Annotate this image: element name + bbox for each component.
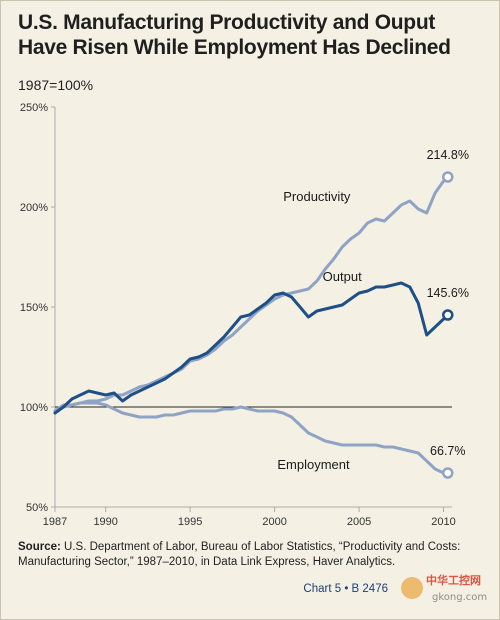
- x-tick-label: 2005: [347, 516, 371, 528]
- end-value-output: 145.6%: [427, 286, 469, 300]
- y-tick-label: 200%: [20, 202, 48, 214]
- series-group: [53, 171, 454, 479]
- line-chart: 50% 100% 150% 200% 250% 1987 1990 1995 2000 2005 2…: [20, 102, 469, 528]
- x-tick-label: 1995: [178, 516, 202, 528]
- series-label-output: Output: [323, 269, 362, 284]
- end-marker-output: [442, 309, 454, 321]
- x-tick-label: 1987: [43, 516, 67, 528]
- watermark-logo: 中华工控网 gkong.com: [401, 573, 487, 603]
- x-tick-label: 2010: [431, 516, 455, 528]
- source-label: Source:: [18, 541, 61, 553]
- series-line-employment: [53, 401, 450, 475]
- series-label-productivity: Productivity: [283, 189, 351, 204]
- svg-text:中华工控网: 中华工控网: [426, 573, 481, 587]
- y-tick-label: 100%: [20, 402, 48, 414]
- series-label-employment: Employment: [277, 457, 350, 472]
- chart-title: U.S. Manufacturing Productivity and Oupu…: [18, 11, 451, 59]
- source-note: Source: U.S. Department of Labor, Bureau…: [18, 540, 483, 570]
- y-tick-label: 250%: [20, 102, 48, 114]
- labels-group: Productivity Output Employment 214.8% 145.6%…: [277, 148, 469, 472]
- chart-footer: Chart 5 • B 2476: [303, 583, 388, 595]
- end-marker-productivity: [442, 171, 454, 183]
- x-tick-label: 1990: [93, 516, 117, 528]
- end-value-productivity: 214.8%: [427, 148, 469, 162]
- x-tick-label: 2000: [262, 516, 286, 528]
- svg-text:gkong.com: gkong.com: [432, 592, 487, 603]
- series-line-productivity: [53, 175, 450, 415]
- source-text: U.S. Department of Labor, Bureau of Labo…: [18, 541, 461, 568]
- y-tick-label: 150%: [20, 302, 48, 314]
- end-marker-employment: [442, 467, 454, 479]
- y-tick-label: 50%: [26, 502, 48, 514]
- end-value-employment: 66.7%: [430, 444, 465, 458]
- axes: 50% 100% 150% 200% 250% 1987 1990 1995 2000 2005 2…: [20, 102, 456, 528]
- series-line-output: [53, 281, 450, 415]
- chart-subtitle: 1987=100%: [18, 77, 94, 93]
